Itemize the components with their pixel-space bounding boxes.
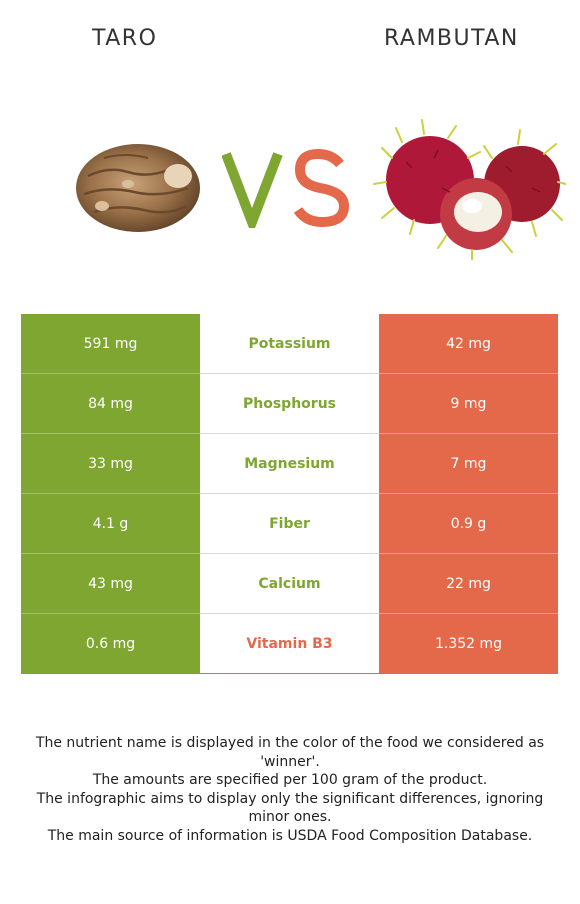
- taro-value: 4.1 g: [21, 494, 200, 554]
- table-row: 84 mg Phosphorus 9 mg: [21, 374, 558, 434]
- nutrient-name: Potassium: [200, 314, 379, 374]
- taro-value: 84 mg: [21, 374, 200, 434]
- table-row: 0.6 mg Vitamin B3 1.352 mg: [21, 614, 558, 674]
- footer-note: The main source of information is USDA F…: [47, 827, 533, 844]
- right-food-title: RAMBUTAN: [384, 26, 519, 51]
- rambutan-value: 42 mg: [379, 314, 558, 374]
- rambutan-image: [373, 119, 566, 260]
- left-food-title: TARO: [92, 26, 158, 51]
- rambutan-value: 9 mg: [379, 374, 558, 434]
- footer-note: The amounts are specified per 100 gram o…: [92, 772, 488, 788]
- table-row: 591 mg Potassium 42 mg: [21, 314, 558, 374]
- nutrient-name: Calcium: [200, 554, 379, 614]
- rambutan-value: 1.352 mg: [379, 614, 558, 674]
- nutrient-name: Vitamin B3: [200, 614, 379, 674]
- comparison-table: 591 mg Potassium 42 mg 84 mg Phosphorus …: [21, 314, 558, 674]
- taro-image: [76, 144, 200, 232]
- taro-value: 0.6 mg: [21, 614, 200, 674]
- rambutan-value: 0.9 g: [379, 494, 558, 554]
- taro-value: 43 mg: [21, 554, 200, 614]
- nutrient-name: Phosphorus: [200, 374, 379, 434]
- taro-value: 33 mg: [21, 434, 200, 494]
- table-row: 4.1 g Fiber 0.9 g: [21, 494, 558, 554]
- rambutan-value: 22 mg: [379, 554, 558, 614]
- rambutan-value: 7 mg: [379, 434, 558, 494]
- nutrient-name: Magnesium: [200, 434, 379, 494]
- taro-value: 591 mg: [21, 314, 200, 374]
- footer-note: The nutrient name is displayed in the co…: [35, 735, 545, 770]
- footer-note: The infographic aims to display only the…: [36, 790, 544, 826]
- footer-notes: The nutrient name is displayed in the co…: [20, 734, 560, 845]
- nutrient-name: Fiber: [200, 494, 379, 554]
- table-row: 43 mg Calcium 22 mg: [21, 554, 558, 614]
- table-row: 33 mg Magnesium 7 mg: [21, 434, 558, 494]
- vs-logo: [222, 148, 350, 228]
